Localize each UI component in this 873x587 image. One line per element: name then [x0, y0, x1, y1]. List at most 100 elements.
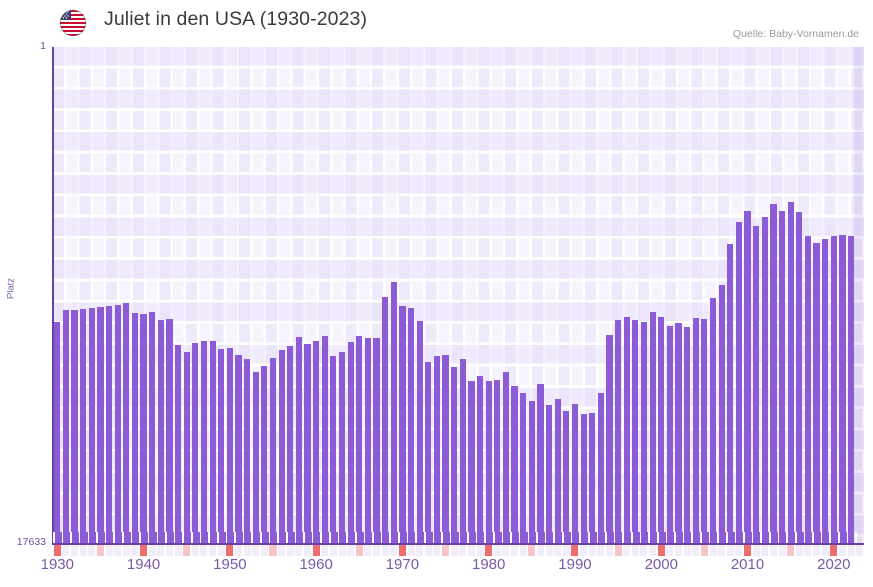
bar-1942[interactable] — [157, 320, 164, 543]
bar-2002[interactable] — [675, 323, 682, 543]
bar-1943[interactable] — [166, 318, 173, 543]
bar-1999[interactable] — [649, 311, 656, 543]
bar-1955[interactable] — [269, 357, 277, 543]
bar-2022[interactable] — [847, 235, 855, 543]
decade-swatch-1976 — [450, 545, 458, 556]
bar-1983[interactable] — [511, 385, 518, 543]
bar-1953[interactable] — [252, 371, 259, 543]
bar-1988[interactable] — [554, 399, 561, 543]
bar-1947[interactable] — [200, 341, 208, 543]
bar-1997[interactable] — [632, 320, 639, 543]
bar-1936[interactable] — [105, 305, 113, 543]
bar-1954[interactable] — [261, 365, 268, 543]
bar-1939[interactable] — [131, 312, 139, 543]
bar-1984[interactable] — [520, 393, 527, 543]
x-axis-label-2000: 2000 — [644, 556, 678, 573]
tick-mark — [122, 532, 124, 543]
bar-2020[interactable] — [830, 235, 837, 543]
bar-2004[interactable] — [692, 318, 699, 543]
bar-1945[interactable] — [183, 352, 190, 543]
bar-1964[interactable] — [347, 341, 354, 543]
bar-1963[interactable] — [338, 352, 346, 543]
bar-1930[interactable] — [54, 322, 61, 543]
bar-1978[interactable] — [468, 381, 475, 543]
bar-1960[interactable] — [313, 340, 320, 543]
bar-1967[interactable] — [373, 337, 380, 543]
tick-mark — [78, 532, 81, 543]
bar-2019[interactable] — [822, 238, 829, 543]
bar-1949[interactable] — [218, 349, 225, 543]
bar-1975[interactable] — [442, 354, 449, 543]
bar-2013[interactable] — [770, 204, 777, 543]
bar-2008[interactable] — [727, 244, 734, 543]
bar-1993[interactable] — [597, 393, 604, 543]
bar-1992[interactable] — [589, 412, 596, 543]
bar-2006[interactable] — [709, 298, 717, 543]
bar-1995[interactable] — [615, 319, 622, 543]
bar-1940[interactable] — [140, 314, 147, 543]
bar-1990[interactable] — [571, 403, 579, 543]
bar-1944[interactable] — [175, 345, 182, 543]
bar-1958[interactable] — [295, 337, 302, 543]
bar-1946[interactable] — [192, 342, 199, 543]
bar-2003[interactable] — [684, 327, 691, 543]
bar-2018[interactable] — [813, 243, 820, 543]
bar-1989[interactable] — [563, 411, 570, 543]
bar-1974[interactable] — [433, 355, 441, 543]
bar-1932[interactable] — [71, 309, 78, 543]
bar-1976[interactable] — [451, 366, 458, 543]
bar-1948[interactable] — [209, 341, 216, 543]
bar-2015[interactable] — [787, 202, 794, 543]
bar-1931[interactable] — [62, 309, 70, 543]
bar-1966[interactable] — [364, 337, 371, 543]
bar-1994[interactable] — [606, 334, 613, 543]
bar-1972[interactable] — [416, 321, 423, 543]
bar-1970[interactable] — [399, 306, 406, 543]
bar-1962[interactable] — [330, 356, 337, 543]
tick-mark — [734, 532, 737, 543]
bar-1986[interactable] — [537, 384, 544, 543]
bar-1987[interactable] — [545, 405, 553, 543]
bar-1935[interactable] — [97, 307, 104, 543]
bar-1956[interactable] — [278, 349, 285, 543]
bar-2010[interactable] — [744, 211, 751, 543]
bar-1957[interactable] — [287, 345, 294, 543]
bar-1996[interactable] — [623, 317, 630, 543]
bar-2011[interactable] — [753, 225, 760, 543]
bar-1985[interactable] — [528, 400, 535, 543]
bar-2014[interactable] — [778, 211, 786, 543]
bar-2000[interactable] — [658, 316, 665, 543]
bar-1969[interactable] — [390, 281, 397, 543]
tick-mark — [363, 532, 366, 543]
bar-1959[interactable] — [304, 343, 311, 543]
bar-1938[interactable] — [123, 303, 130, 543]
bar-2016[interactable] — [796, 211, 803, 543]
bar-2021[interactable] — [839, 235, 846, 543]
bar-1979[interactable] — [476, 375, 484, 543]
bar-1968[interactable] — [382, 296, 389, 543]
bar-1973[interactable] — [425, 362, 432, 543]
bar-2017[interactable] — [804, 235, 811, 543]
bar-2012[interactable] — [761, 217, 768, 543]
bar-1934[interactable] — [88, 307, 95, 543]
bar-1937[interactable] — [114, 304, 121, 543]
bar-2009[interactable] — [735, 221, 742, 543]
bar-1971[interactable] — [407, 307, 415, 543]
bar-2005[interactable] — [701, 319, 708, 543]
bar-1998[interactable] — [640, 321, 648, 543]
bar-1965[interactable] — [356, 336, 363, 543]
bar-2001[interactable] — [666, 325, 673, 543]
bar-1982[interactable] — [502, 372, 510, 543]
bar-1977[interactable] — [459, 358, 466, 543]
tick-mark — [691, 532, 694, 543]
bar-1961[interactable] — [321, 336, 328, 543]
bar-1933[interactable] — [80, 309, 87, 543]
bar-1951[interactable] — [235, 354, 242, 543]
bar-1941[interactable] — [149, 311, 156, 543]
bar-1991[interactable] — [580, 414, 587, 543]
bar-1952[interactable] — [244, 359, 251, 543]
bar-1950[interactable] — [226, 347, 233, 543]
bar-1980[interactable] — [485, 381, 492, 543]
bar-1981[interactable] — [494, 379, 501, 543]
bar-2007[interactable] — [718, 284, 725, 543]
